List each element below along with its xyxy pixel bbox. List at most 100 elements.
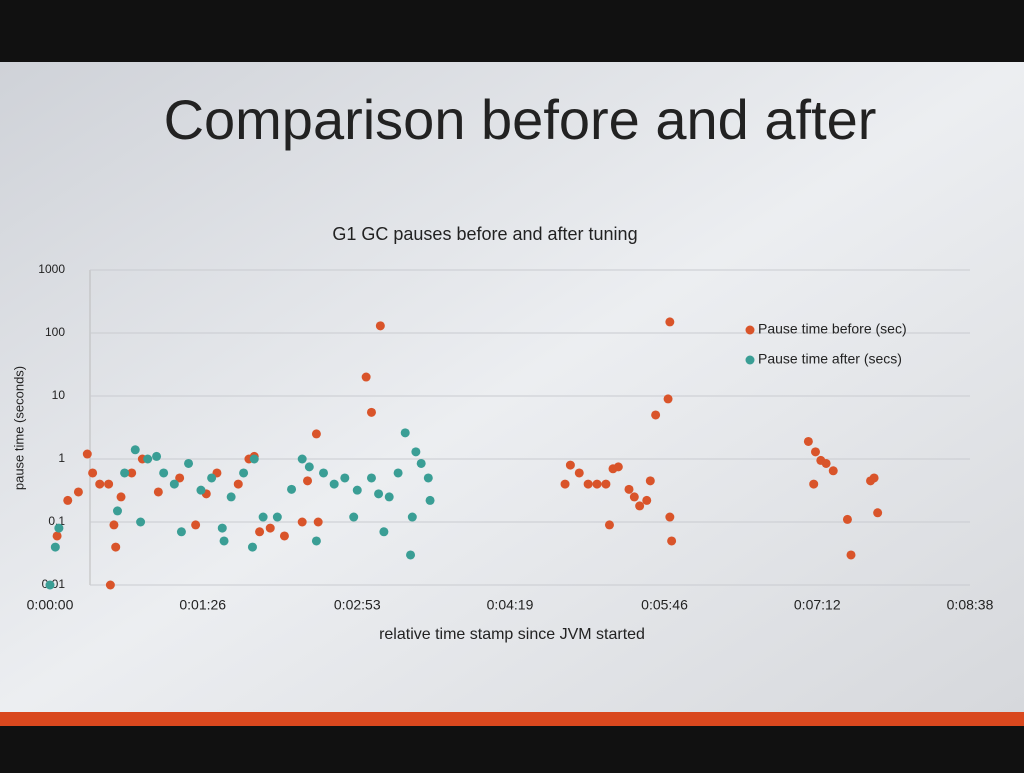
point bbox=[629, 492, 639, 502]
point bbox=[663, 394, 673, 404]
x-axis-label: relative time stamp since JVM started bbox=[379, 626, 645, 643]
point bbox=[352, 485, 362, 495]
x-tick-label: 0:07:12 bbox=[794, 597, 841, 613]
point bbox=[116, 492, 126, 502]
point bbox=[821, 458, 831, 468]
point bbox=[311, 429, 321, 439]
point bbox=[265, 523, 275, 533]
x-tick-label: 0:04:19 bbox=[487, 597, 534, 613]
point bbox=[842, 514, 852, 524]
point bbox=[574, 468, 584, 478]
point bbox=[379, 527, 389, 537]
point bbox=[423, 473, 433, 483]
point bbox=[366, 407, 376, 417]
point bbox=[169, 479, 179, 489]
y-tick-label: 100 bbox=[45, 325, 65, 339]
point bbox=[651, 410, 661, 420]
point bbox=[112, 506, 122, 516]
point bbox=[407, 512, 417, 522]
y-tick-label: 1000 bbox=[38, 262, 65, 276]
point bbox=[297, 454, 307, 464]
point bbox=[313, 517, 323, 527]
point bbox=[50, 542, 60, 552]
point bbox=[374, 489, 384, 499]
point bbox=[583, 479, 593, 489]
point bbox=[159, 468, 169, 478]
point bbox=[247, 542, 257, 552]
point bbox=[393, 468, 403, 478]
point bbox=[272, 512, 282, 522]
point bbox=[667, 536, 677, 546]
point bbox=[105, 580, 115, 590]
point bbox=[319, 468, 329, 478]
point bbox=[111, 542, 121, 552]
point bbox=[143, 454, 153, 464]
point bbox=[340, 473, 350, 483]
point bbox=[297, 517, 307, 527]
point bbox=[176, 527, 186, 537]
point bbox=[384, 492, 394, 502]
point bbox=[828, 466, 838, 476]
point bbox=[207, 473, 217, 483]
x-tick-label: 0:08:38 bbox=[947, 597, 994, 613]
point bbox=[565, 460, 575, 470]
point bbox=[184, 458, 194, 468]
point bbox=[233, 479, 243, 489]
x-tick-label: 0:01:26 bbox=[179, 597, 226, 613]
point bbox=[226, 492, 236, 502]
slide bbox=[0, 62, 1024, 714]
point bbox=[136, 517, 146, 527]
x-tick-label: 0:02:53 bbox=[334, 597, 381, 613]
slide-title: Comparison before and after bbox=[164, 88, 877, 151]
y-tick-label: 10 bbox=[52, 388, 66, 402]
x-tick-label: 0:05:46 bbox=[641, 597, 688, 613]
point bbox=[303, 476, 313, 486]
point bbox=[400, 428, 410, 438]
chart-title: G1 GC pauses before and after tuning bbox=[332, 224, 637, 244]
point bbox=[613, 462, 623, 472]
slide-stripe bbox=[0, 712, 1024, 726]
point bbox=[411, 447, 421, 457]
point bbox=[361, 372, 371, 382]
point bbox=[109, 520, 119, 530]
point bbox=[120, 468, 130, 478]
point bbox=[873, 508, 883, 518]
legend-marker bbox=[745, 325, 755, 335]
point bbox=[54, 523, 64, 533]
point bbox=[152, 451, 162, 461]
point bbox=[88, 468, 98, 478]
point bbox=[219, 536, 229, 546]
point bbox=[560, 479, 570, 489]
point bbox=[846, 550, 856, 560]
point bbox=[130, 445, 140, 455]
point bbox=[604, 520, 614, 530]
point bbox=[279, 531, 289, 541]
point bbox=[217, 523, 227, 533]
point bbox=[73, 487, 83, 497]
point bbox=[127, 468, 137, 478]
point bbox=[592, 479, 602, 489]
point bbox=[406, 550, 416, 560]
point bbox=[304, 462, 314, 472]
point bbox=[153, 487, 163, 497]
point bbox=[635, 501, 645, 511]
point bbox=[258, 512, 268, 522]
point bbox=[665, 317, 675, 327]
point bbox=[601, 479, 611, 489]
point bbox=[249, 454, 259, 464]
point bbox=[809, 479, 819, 489]
x-tick-label: 0:00:00 bbox=[27, 597, 74, 613]
point bbox=[63, 495, 73, 505]
point bbox=[45, 580, 55, 590]
point bbox=[349, 512, 359, 522]
point bbox=[239, 468, 249, 478]
point bbox=[52, 531, 62, 541]
point bbox=[642, 495, 652, 505]
y-tick-label: 1 bbox=[58, 451, 65, 465]
point bbox=[665, 512, 675, 522]
point bbox=[624, 484, 634, 494]
point bbox=[366, 473, 376, 483]
y-axis-label: pause time (seconds) bbox=[11, 366, 26, 490]
legend-label: Pause time after (secs) bbox=[758, 351, 902, 367]
point bbox=[287, 484, 297, 494]
